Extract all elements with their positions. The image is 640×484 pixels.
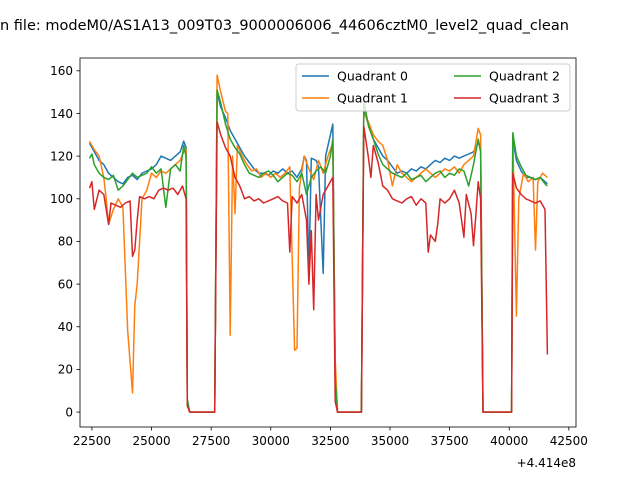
series-line-3 — [88, 121, 549, 413]
y-tick-label: 160 — [50, 64, 73, 78]
legend-label-1: Quadrant 1 — [337, 91, 408, 106]
legend-frame — [295, 63, 571, 112]
plot-frame — [79, 57, 577, 428]
x-tick-label: 22500 — [73, 434, 111, 448]
y-tick-label: 120 — [50, 149, 73, 163]
y-tick-label: 140 — [50, 107, 73, 121]
y-tick-label: 40 — [58, 320, 73, 334]
y-tick-label: 20 — [58, 363, 73, 377]
x-tick-label: 35000 — [371, 434, 409, 448]
legend: Quadrant 0 Quadrant 1 Quadrant 2 Quadrant 3 — [295, 63, 571, 112]
y-tick-label: 80 — [58, 235, 73, 249]
legend-label-2: Quadrant 2 — [489, 69, 560, 84]
x-tick-label: 30000 — [252, 434, 290, 448]
x-axis: 22500 25000 27500 30000 32500 35000 37500 40000… — [73, 427, 588, 448]
y-tick-label: 60 — [58, 277, 73, 291]
x-tick-label: 37500 — [431, 434, 469, 448]
x-tick-label: 40000 — [490, 434, 528, 448]
x-tick-label: 42500 — [550, 434, 588, 448]
y-axis: 0 20 40 60 80 100 120 140 160 — [50, 64, 80, 419]
series-layer — [88, 74, 549, 413]
series-line-1 — [88, 74, 548, 413]
series-line-2 — [88, 89, 548, 413]
x-tick-label: 32500 — [311, 434, 349, 448]
legend-label-0: Quadrant 0 — [337, 69, 408, 84]
x-tick-label: 25000 — [132, 434, 170, 448]
y-tick-label: 100 — [50, 192, 73, 206]
x-tick-label: 27500 — [192, 434, 230, 448]
x-axis-offset-label: +4.414e8 — [517, 456, 576, 470]
legend-label-3: Quadrant 3 — [489, 91, 560, 106]
chart-title: n file: modeM0/AS1A13_009T03_9000006006_… — [0, 18, 569, 34]
series-line-0 — [88, 91, 548, 413]
y-tick-label: 0 — [65, 405, 73, 419]
